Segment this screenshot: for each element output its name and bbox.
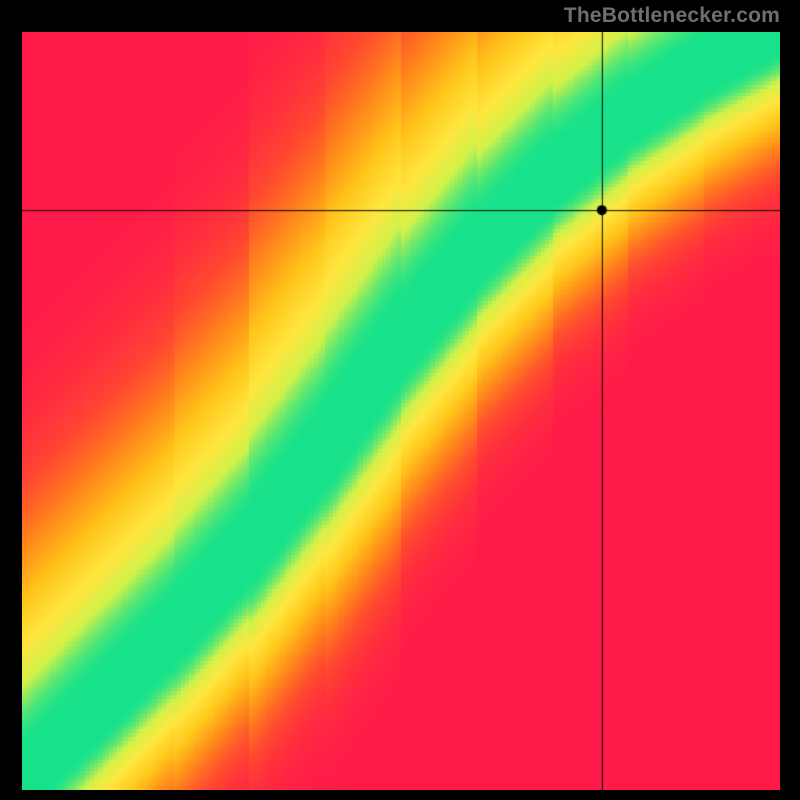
bottleneck-heatmap-container: { "attribution": { "text": "TheBottlenec… [0, 0, 800, 800]
bottleneck-heatmap [22, 32, 780, 790]
attribution-watermark: TheBottlenecker.com [564, 4, 780, 28]
